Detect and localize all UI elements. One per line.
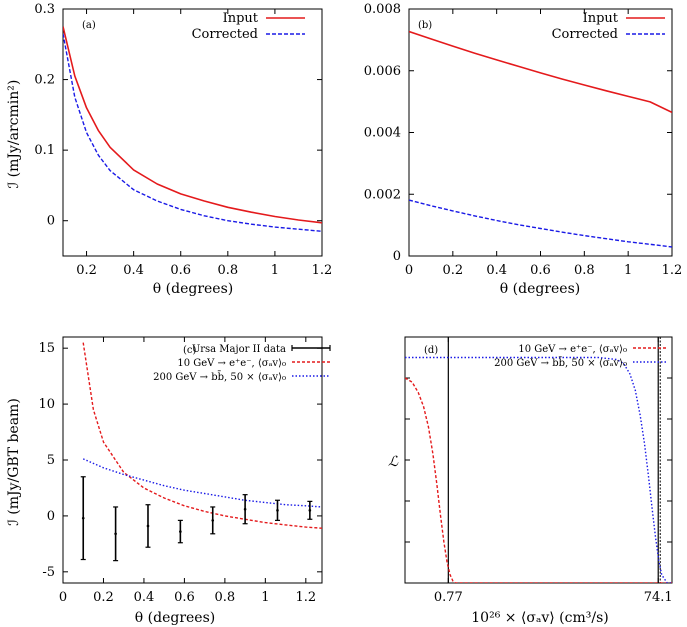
panel-c-data-point	[179, 530, 182, 533]
panel-b-xtick-label: 0.2	[442, 263, 463, 278]
panel-c-ytick-label: 5	[47, 453, 55, 468]
panel-c-xtick-label: 0.6	[174, 590, 195, 605]
panel-d-legend-ee-label: 10 GeV → e⁺e⁻, ⟨σₐv⟩₀	[518, 344, 627, 355]
panel-c-data-point	[308, 509, 312, 512]
panel-a-series-1-line	[63, 33, 322, 232]
panel-b: 0 0.2 0.4 0.6 0.8 1 1.2 0 0.002 0.004 0.006 0.008 (…	[364, 2, 683, 297]
panel-b-label: (b)	[418, 20, 432, 31]
panel-b-ytick-label: 0.004	[364, 126, 401, 141]
panel-c-series-1-line	[82, 458, 322, 508]
panel-c-xtick-label: 1.2	[295, 590, 316, 605]
panel-d-legend-bb-label: 200 GeV → bb̄, 50 × ⟨σₐv⟩₀	[494, 357, 627, 369]
panel-c-xtick-label: 1	[261, 590, 269, 605]
panel-d-series-0-line	[405, 377, 672, 583]
panel-d-series-1-line	[405, 356, 672, 583]
panel-b-xtick-label: 0.8	[574, 263, 595, 278]
panel-b-xtick-label: 1	[624, 263, 632, 278]
panel-d-xlabel: 10²⁶ × ⟨σₐv⟩ (cm³/s)	[471, 610, 608, 626]
panel-a-frame	[62, 8, 323, 257]
panel-a-legend-input-label: Input	[223, 11, 259, 26]
panel-c-data-point	[81, 516, 85, 520]
panel-c-label: (c)	[183, 345, 197, 356]
panel-c-ytick-label: 15	[38, 341, 55, 356]
panel-a-xtick-label: 1.2	[312, 263, 333, 278]
panel-d: 0.77 74.1 (d) 10 GeV → e⁺e⁻, ⟨σₐv⟩₀ 200 G…	[388, 336, 673, 626]
panel-c-legend-bb-label: 200 GeV → bb̄, 50 × ⟨σₐv⟩₀	[153, 371, 286, 383]
panel-c-xtick-label: 0.8	[215, 590, 236, 605]
panel-c-data-point	[276, 509, 279, 512]
panel-d-xtick-label: 74.1	[644, 590, 673, 605]
panel-b-legend-corrected-label: Corrected	[552, 27, 618, 42]
panel-a-ytick-label: 0.3	[34, 2, 55, 17]
panel-b-series-0-line	[409, 30, 672, 114]
panel-b-xtick-label: 0.6	[530, 263, 551, 278]
panel-a-series-0-line	[63, 26, 322, 224]
panel-b-plot-elements: 0 0.2 0.4 0.6 0.8 1 1.2 0 0.002 0.004 0.006 0.008	[364, 2, 683, 278]
panel-c-xtick-label: 0.4	[134, 590, 155, 605]
panel-a-xtick-label: 0.2	[76, 263, 97, 278]
panel-b-xlabel: θ (degrees)	[500, 281, 580, 297]
panel-c-data-point	[243, 507, 247, 511]
panel-d-ylabel: ℒ	[388, 454, 399, 470]
panel-b-frame	[408, 8, 673, 257]
panel-b-ytick-label: 0.006	[364, 64, 401, 79]
panel-b-legend-input-label: Input	[583, 11, 619, 26]
panel-c-ytick-label: 10	[38, 397, 55, 412]
panel-c-data-point	[146, 524, 150, 528]
panel-d-label: (d)	[424, 345, 438, 356]
panel-b-xtick-label: 0	[405, 263, 413, 278]
panel-c-plot-elements: 0 0.2 0.4 0.6 0.8 1 1.2 -5 0 5 10 15	[38, 336, 323, 605]
panel-b-xtick-label: 0.4	[486, 263, 507, 278]
panel-d-xtick-label: 0.77	[434, 590, 463, 605]
panel-b-xtick-label: 1.2	[662, 263, 683, 278]
panel-a-ytick-label: 0.1	[34, 143, 55, 158]
panel-a-xtick-label: 0.6	[170, 263, 191, 278]
panel-c-ylabel: ℐ (mJy/GBT beam)	[6, 398, 22, 526]
panel-c-xtick-label: 0.2	[93, 590, 114, 605]
panel-b-ytick-label: 0.008	[364, 2, 401, 17]
panel-a-xtick-label: 0.4	[123, 263, 144, 278]
panel-a-xtick-label: 1	[271, 263, 279, 278]
panel-a-legend-corrected-label: Corrected	[192, 27, 258, 42]
panel-d-plot-elements: 0.77 74.1	[404, 336, 673, 605]
panel-a-ytick-label: 0	[47, 214, 55, 229]
panel-b-ytick-label: 0.002	[364, 187, 401, 202]
panel-c-legend-ee-label: 10 GeV → e⁺e⁻, ⟨σₐv⟩₀	[177, 358, 286, 369]
panel-a-xlabel: θ (degrees)	[153, 281, 233, 297]
panel-a-ylabel: ℐ (mJy/arcmin²)	[6, 80, 22, 189]
panel-c-ytick-label: 0	[47, 509, 55, 524]
panel-c-data-point	[114, 532, 117, 536]
panel-a: 0.2 0.4 0.6 0.8 1 1.2 0 0.1 0.2 0.3 (a) Input Cor…	[6, 2, 332, 297]
panel-c-series-0-line	[82, 342, 322, 529]
panel-a-label: (a)	[82, 20, 96, 31]
panel-a-plot-elements: 0.2 0.4 0.6 0.8 1 1.2 0 0.1 0.2 0.3	[34, 2, 332, 278]
panel-c-ytick-label: -5	[42, 565, 55, 580]
panel-c-xtick-label: 0	[59, 590, 67, 605]
panel-c-data-point	[211, 519, 215, 522]
panel-a-xtick-label: 0.8	[217, 263, 238, 278]
panel-b-ytick-label: 0	[393, 249, 401, 264]
panel-a-ytick-label: 0.2	[34, 73, 55, 88]
panel-b-series-1-line	[409, 199, 672, 248]
panel-c: 0 0.2 0.4 0.6 0.8 1 1.2 -5 0 5 10 15 (c) Ursa Major…	[6, 336, 331, 626]
panel-c-xlabel: θ (degrees)	[135, 610, 215, 626]
panel-c-legend-data-label: Ursa Major II data	[192, 344, 286, 355]
